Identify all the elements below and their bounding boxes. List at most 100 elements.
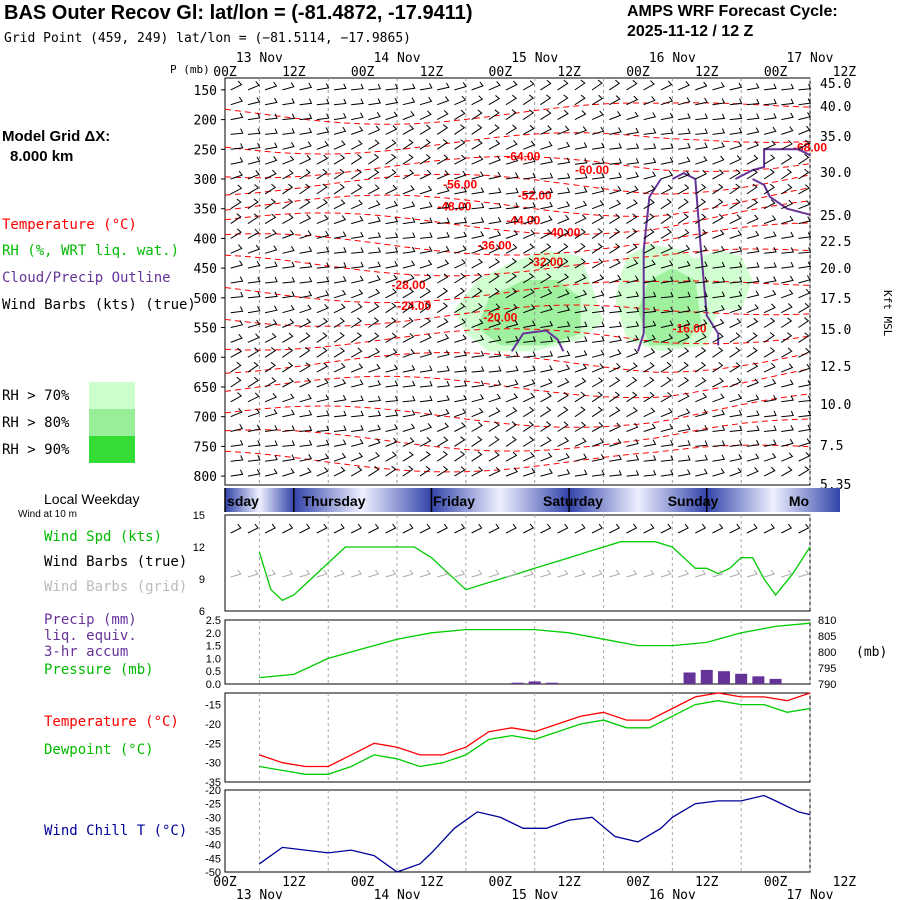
wind-barb bbox=[781, 332, 793, 343]
wind-barb bbox=[626, 362, 638, 373]
wind-barb bbox=[247, 291, 261, 299]
wind-barb bbox=[436, 287, 449, 299]
pressure-tick-4: 350 bbox=[194, 203, 217, 218]
wind-barb bbox=[763, 453, 777, 462]
wind-barb bbox=[695, 305, 708, 314]
wind-barb bbox=[522, 406, 535, 418]
wind-barb bbox=[454, 217, 468, 225]
wind-barb bbox=[230, 213, 242, 225]
wind-barb bbox=[609, 290, 622, 299]
wind-barb bbox=[643, 143, 657, 150]
precip-tick-0: 2.5 bbox=[206, 615, 221, 627]
wind-barb bbox=[488, 319, 502, 328]
wind-barb bbox=[781, 215, 794, 225]
temperature-tick-3: -30 bbox=[205, 758, 221, 770]
wind-barb bbox=[333, 379, 347, 388]
wind-barb bbox=[764, 410, 777, 418]
wind-barb bbox=[746, 246, 760, 254]
wind-barb bbox=[522, 243, 535, 254]
wind-speed-tick-3: 15 bbox=[193, 510, 205, 522]
wind-barb bbox=[695, 377, 707, 388]
wind-barb bbox=[299, 467, 312, 477]
wind-barb bbox=[368, 184, 380, 195]
wind-barb bbox=[626, 243, 638, 254]
wind-barb bbox=[557, 214, 570, 225]
bottom-axis-date-2: 15 Nov bbox=[511, 888, 558, 900]
wind-barb bbox=[660, 112, 674, 121]
wind-barb bbox=[643, 128, 657, 135]
wind-barb bbox=[299, 304, 312, 314]
top-axis-hour-1: 12Z bbox=[282, 65, 306, 80]
cloud-outline-3 bbox=[752, 178, 811, 216]
isotherm-9 bbox=[224, 304, 811, 327]
height-tick-9: 12.5 bbox=[820, 360, 851, 375]
weekday-band-3 bbox=[569, 488, 707, 512]
height-tick-4: 25.0 bbox=[820, 209, 851, 224]
legend-cloud: Cloud/Precip Outline bbox=[2, 270, 171, 286]
legend-rh: RH (%, WRT liq. wat.) bbox=[2, 243, 180, 259]
wind-barb bbox=[488, 393, 502, 403]
wind-barb bbox=[574, 228, 586, 239]
height-tick-8: 15.0 bbox=[820, 323, 851, 338]
wind-barb bbox=[247, 361, 259, 373]
wind-barb bbox=[626, 470, 640, 477]
wind-barb bbox=[264, 392, 278, 403]
wind-barb bbox=[402, 83, 416, 91]
wind-barb bbox=[505, 140, 518, 150]
wind-barb bbox=[333, 126, 347, 135]
wind-barb bbox=[333, 83, 347, 91]
wind-barb bbox=[437, 245, 450, 254]
wind-barb bbox=[695, 319, 708, 328]
wind-barb bbox=[523, 336, 536, 343]
wind-barb bbox=[591, 258, 604, 269]
wind-barb bbox=[419, 365, 433, 373]
surface-wind-barb bbox=[316, 523, 328, 534]
wind-barb bbox=[265, 454, 278, 462]
wind-barb bbox=[609, 158, 622, 165]
legend-wind-chill: Wind Chill T (°C) bbox=[44, 823, 188, 839]
pressure-right-tick-2: 800 bbox=[818, 647, 836, 659]
wind-barb bbox=[746, 198, 759, 210]
wind-barb bbox=[488, 351, 502, 358]
wind-barb bbox=[540, 406, 552, 418]
wind-barb bbox=[522, 436, 535, 447]
wind-barb bbox=[746, 262, 760, 269]
wind-barb bbox=[316, 140, 329, 150]
wind-barb bbox=[436, 422, 450, 432]
wind-barb bbox=[540, 452, 553, 462]
wind-barb bbox=[712, 440, 726, 447]
wind-barb bbox=[660, 333, 673, 343]
wind-barb bbox=[798, 98, 812, 106]
wind-barb bbox=[505, 421, 517, 432]
wind-barb bbox=[299, 410, 313, 418]
wind-barb bbox=[488, 466, 501, 477]
wind-barb bbox=[626, 391, 638, 403]
legend-rh70: RH > 70% bbox=[2, 388, 70, 404]
height-tick-3: 30.0 bbox=[820, 166, 851, 181]
wind-barb bbox=[368, 200, 381, 210]
wind-barb bbox=[557, 243, 569, 254]
wind-barb bbox=[402, 201, 416, 210]
wind-barb bbox=[351, 363, 364, 373]
wind-barb bbox=[798, 153, 810, 165]
wind-barb bbox=[350, 184, 363, 195]
wind-barb bbox=[540, 257, 552, 269]
wind-barb bbox=[333, 112, 347, 121]
wind-barb bbox=[351, 126, 364, 135]
wind-barb bbox=[282, 155, 295, 165]
wind-barb bbox=[677, 228, 690, 239]
wind-barb bbox=[523, 351, 536, 358]
wind-barb bbox=[592, 469, 605, 477]
wind-barb bbox=[368, 347, 380, 358]
wind-barb bbox=[351, 438, 364, 447]
wind-barb bbox=[282, 261, 295, 269]
pressure-right-tick-4: 790 bbox=[818, 679, 836, 691]
precip-bar-6 bbox=[735, 673, 748, 684]
pressure-tick-2: 250 bbox=[194, 143, 217, 158]
wind-barb bbox=[333, 231, 347, 239]
wind-barb bbox=[729, 127, 743, 135]
wind-barb bbox=[557, 421, 569, 432]
wind-barb bbox=[436, 302, 449, 314]
wind-barb bbox=[230, 260, 244, 269]
wind-barb bbox=[454, 302, 466, 314]
